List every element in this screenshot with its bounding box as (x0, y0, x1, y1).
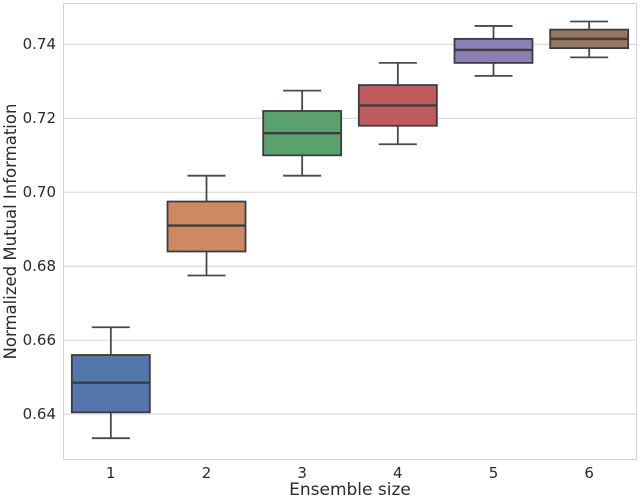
y-tick-label: 0.74 (22, 35, 56, 54)
plot-area (63, 3, 637, 460)
x-tick-label: 3 (297, 464, 307, 482)
y-tick-label: 0.66 (22, 331, 56, 350)
x-tick-label: 2 (201, 464, 212, 482)
x-tick-label: 5 (488, 464, 499, 482)
x-axis-label: Ensemble size (289, 480, 411, 499)
y-tick-label: 0.72 (22, 109, 56, 128)
x-tick-label: 6 (584, 464, 594, 482)
y-tick-label: 0.64 (22, 405, 56, 424)
x-tick-label: 1 (106, 464, 116, 482)
x-tick-label: 4 (393, 464, 403, 482)
y-axis-label: Normalized Mutual Information (1, 103, 20, 360)
boxplot-canvas (63, 3, 637, 460)
axes-frame (63, 3, 637, 460)
y-tick-label: 0.68 (22, 257, 56, 276)
y-tick-label: 0.70 (22, 183, 56, 202)
